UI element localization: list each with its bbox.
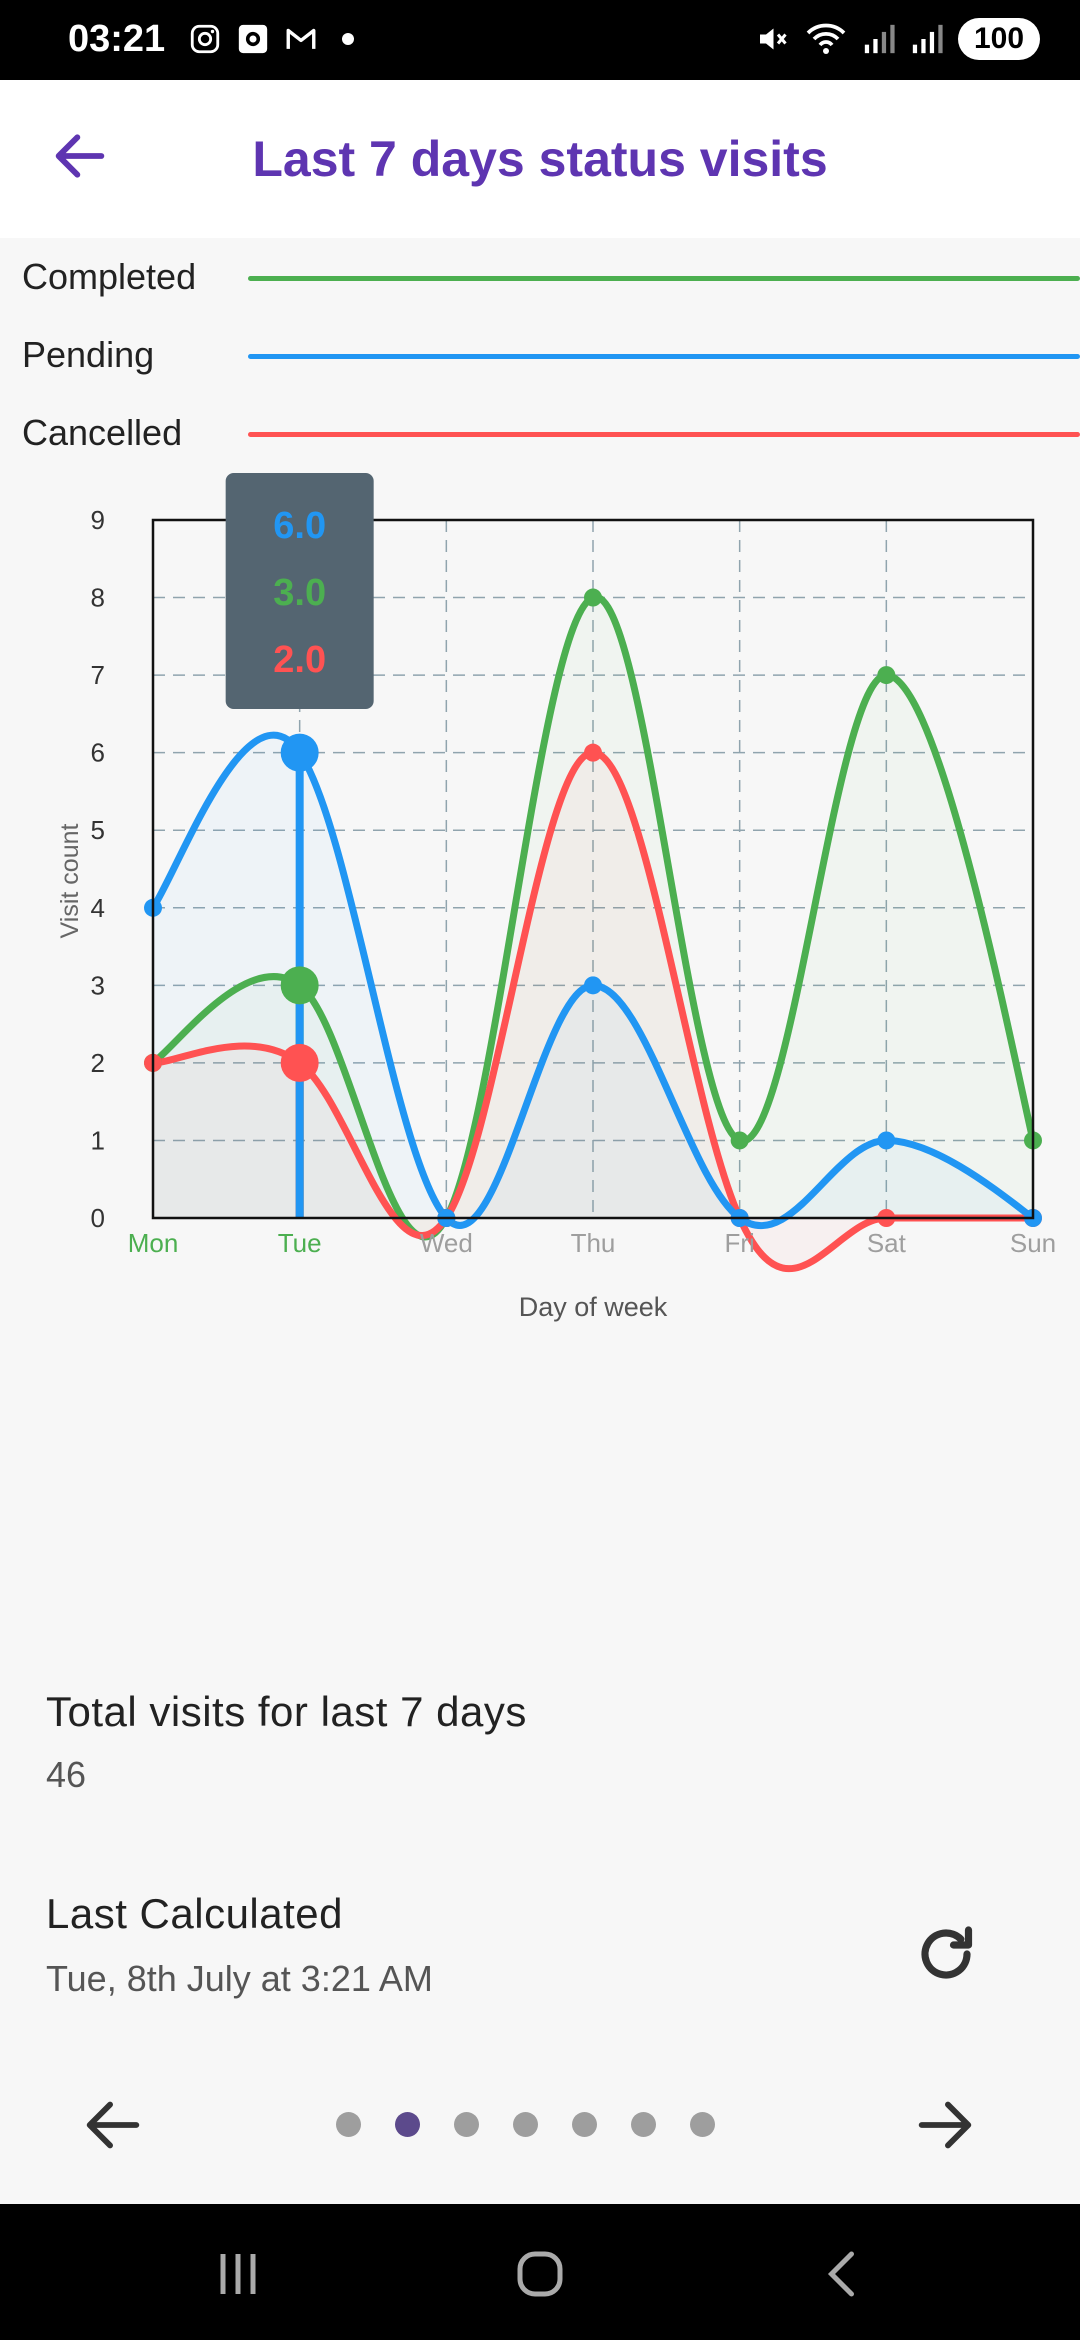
page-dot[interactable] [690, 2112, 715, 2137]
page-dot-active[interactable] [395, 2112, 420, 2137]
y-tick-label: 6 [91, 738, 105, 768]
data-point [877, 1131, 896, 1150]
series-area [153, 735, 1033, 1226]
recents-icon[interactable] [208, 2244, 268, 2304]
plot-border [151, 518, 1035, 1220]
total-visits-title: Total visits for last 7 days [46, 1688, 527, 1735]
app-bar: Last 7 days status visits [0, 80, 1080, 238]
status-time: 03:21 [68, 18, 166, 60]
page-dot[interactable] [513, 2112, 538, 2137]
series-area [153, 597, 1033, 1238]
page-title: Last 7 days status visits [252, 131, 828, 187]
instagram-icon [190, 24, 220, 54]
data-point [584, 743, 602, 762]
page-indicator [336, 2112, 715, 2137]
tooltip-value: 6.0 [273, 505, 326, 547]
legend-item-pending: Pending [22, 330, 1080, 380]
y-axis-label: Visit count [56, 824, 84, 939]
x-tick-label: Mon [128, 1228, 179, 1258]
refresh-icon[interactable] [910, 1918, 982, 1990]
tooltip-value: 2.0 [273, 639, 326, 681]
legend-item-completed: Completed [22, 252, 1080, 302]
signal-icon [864, 24, 895, 54]
battery-icon: 100 [958, 18, 1040, 60]
total-visits-value: 46 [46, 1754, 87, 1795]
wifi-icon [806, 23, 846, 54]
page-dot[interactable] [631, 2112, 656, 2137]
data-point [877, 666, 896, 685]
x-tick-label: Fri [725, 1228, 755, 1258]
notification-dot-icon [342, 33, 354, 45]
tooltip [225, 473, 374, 709]
system-nav-bar [0, 2204, 1080, 2340]
series-area [153, 752, 1033, 1269]
x-tick-label: Sun [1010, 1228, 1056, 1258]
last-calculated-title: Last Calculated [46, 1890, 344, 1937]
last-calculated-value: Tue, 8th July at 3:21 AM [46, 1958, 433, 1999]
y-tick-label: 5 [91, 815, 105, 845]
line-chart[interactable]: 0 1 2 3 4 5 6 7 8 9 Mon Tue Wed Thu Fri Sat Sun Day of we… [0, 460, 1080, 1340]
tooltip-value: 3.0 [273, 572, 326, 614]
legend-label: Pending [22, 334, 155, 375]
arrow-right-icon[interactable] [910, 2090, 980, 2160]
back-icon[interactable] [814, 2244, 874, 2304]
legend-label: Completed [22, 256, 197, 297]
x-tick-label: Thu [571, 1228, 616, 1258]
mute-icon [760, 28, 787, 50]
legend-line [248, 276, 1080, 281]
gmail-icon [286, 28, 316, 49]
legend-label: Cancelled [22, 412, 183, 453]
x-tick-label: Wed [420, 1228, 473, 1258]
data-point [730, 1131, 749, 1150]
y-tick-label: 3 [91, 970, 105, 1000]
signal-icon-2 [912, 24, 943, 54]
data-point [280, 733, 319, 772]
page-dot[interactable] [572, 2112, 597, 2137]
arrow-left-icon[interactable] [78, 2090, 148, 2160]
data-point [584, 588, 602, 607]
y-tick-label: 9 [91, 505, 105, 535]
x-tick-label: Tue [278, 1228, 322, 1258]
y-tick-label: 7 [91, 660, 105, 690]
y-tick-label: 2 [91, 1048, 105, 1078]
legend-line [248, 354, 1080, 359]
legend-line [248, 432, 1080, 437]
arrow-back-icon[interactable] [48, 124, 112, 188]
y-tick-label: 1 [91, 1125, 105, 1155]
data-point [280, 1043, 319, 1082]
y-tick-label: 4 [91, 893, 105, 923]
data-point [280, 966, 319, 1005]
page-dot[interactable] [336, 2112, 361, 2137]
x-axis-label: Day of week [519, 1292, 668, 1322]
home-icon[interactable] [510, 2244, 570, 2304]
focus-icon [238, 24, 268, 54]
legend-item-cancelled: Cancelled [22, 408, 1080, 458]
x-tick-label: Sat [867, 1228, 907, 1258]
y-tick-label: 0 [91, 1203, 105, 1233]
y-tick-label: 8 [91, 583, 105, 613]
page-dot[interactable] [454, 2112, 479, 2137]
data-point [584, 976, 602, 995]
status-bar: 03:21 100 [0, 0, 1080, 80]
